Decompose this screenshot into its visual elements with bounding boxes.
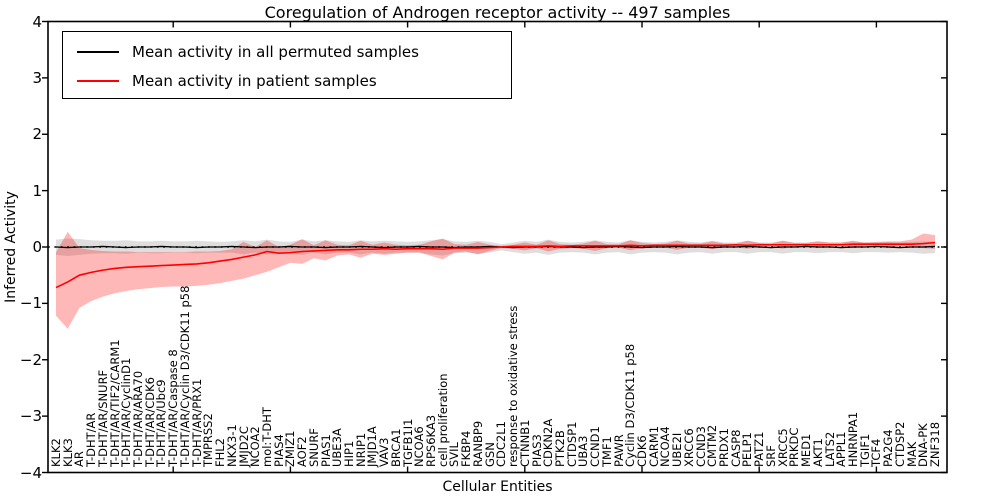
legend-row-permuted: Mean activity in all permuted samples <box>63 37 511 66</box>
y-tick-label: 3 <box>32 68 42 87</box>
x-tick-label: ZNF318 <box>928 421 942 467</box>
y-tick-label: 4 <box>32 12 42 31</box>
y-tick-label: 1 <box>32 181 42 200</box>
patient-mean-line <box>55 241 936 289</box>
legend-label-patient: Mean activity in patient samples <box>132 71 377 90</box>
y-tick-label: −3 <box>19 407 42 426</box>
patient-std-band <box>56 231 935 329</box>
y-tick-label: −2 <box>19 350 42 369</box>
x-axis-label: Cellular Entities <box>442 479 553 495</box>
chart-title: Coregulation of Androgen receptor activi… <box>264 3 731 22</box>
legend: Mean activity in all permuted samples Me… <box>62 31 512 99</box>
y-tick-label: −4 <box>19 463 42 482</box>
y-tick-label: −1 <box>19 294 42 313</box>
y-tick-label: 2 <box>32 125 42 144</box>
legend-line-permuted <box>77 50 119 53</box>
legend-label-permuted: Mean activity in all permuted samples <box>132 42 419 61</box>
legend-line-patient <box>77 79 119 82</box>
y-tick-label: 0 <box>32 238 42 256</box>
legend-row-patient: Mean activity in patient samples <box>63 66 511 95</box>
